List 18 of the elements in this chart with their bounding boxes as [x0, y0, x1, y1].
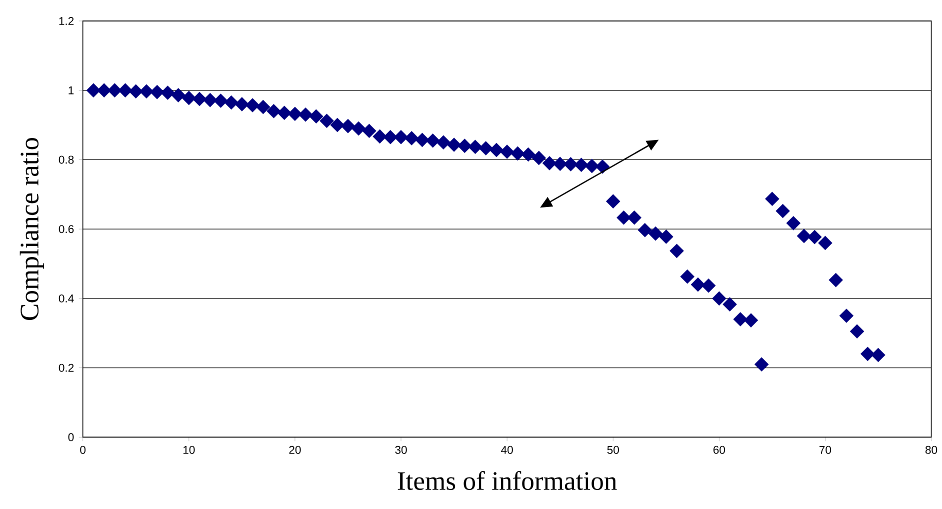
y-tick-label: 0.6: [58, 225, 74, 234]
y-tick-label: 0.2: [58, 364, 74, 372]
x-tick-label: 20: [289, 446, 301, 454]
x-tick-label: 50: [607, 446, 619, 454]
x-tick-label: 40: [501, 446, 513, 454]
x-tick-label: 10: [183, 446, 195, 454]
y-tick-label: 1: [68, 86, 74, 94]
x-tick-label: 60: [713, 446, 726, 454]
y-tick-label: 0: [68, 433, 74, 442]
y-tick-label: 0.4: [58, 294, 74, 302]
x-tick-label: 0: [80, 446, 86, 454]
y-tick-label: 0.8: [58, 156, 74, 164]
x-tick-label: 30: [395, 446, 407, 454]
y-tick-label: 1.2: [59, 16, 74, 25]
x-tick-label: 70: [820, 446, 832, 454]
x-axis-title: Items of information: [398, 470, 617, 490]
y-axis-title: Compliance ratio: [20, 138, 44, 320]
x-tick-label: 80: [925, 446, 938, 454]
